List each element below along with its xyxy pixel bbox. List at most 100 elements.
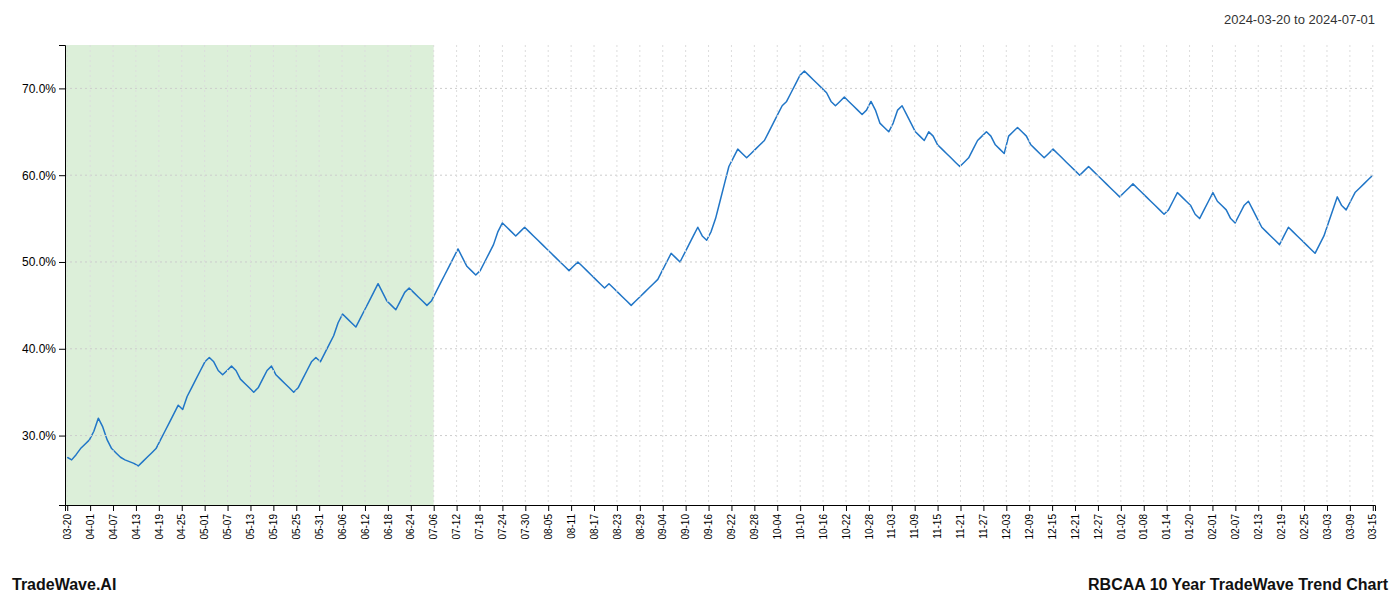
x-grid-line <box>479 45 480 505</box>
chart: 03-2004-0104-0704-1304-1904-2505-0105-07… <box>0 0 1400 600</box>
x-tick: 04-19 <box>154 505 165 540</box>
x-tick-label: 07-12 <box>451 514 462 540</box>
x-tick: 05-13 <box>245 505 256 540</box>
x-grid-line <box>571 45 572 505</box>
x-tick-label: 12-21 <box>1070 514 1081 540</box>
x-tick-mark <box>1075 505 1076 511</box>
x-tick: 05-25 <box>291 505 302 540</box>
x-tick-label: 04-25 <box>176 514 187 540</box>
x-tick-mark <box>319 505 320 511</box>
x-grid-line <box>1349 45 1350 505</box>
x-tick-label: 09-28 <box>749 514 760 540</box>
x-tick-label: 01-02 <box>1116 514 1127 540</box>
x-grid-line <box>731 45 732 505</box>
x-tick: 09-22 <box>726 505 737 540</box>
x-tick-label: 06-24 <box>405 514 416 540</box>
x-grid-line <box>983 45 984 505</box>
x-tick: 03-20 <box>62 505 73 540</box>
x-tick-mark <box>663 505 664 511</box>
x-tick: 09-10 <box>680 505 691 540</box>
x-tick-mark <box>273 505 274 511</box>
x-tick: 10-16 <box>818 505 829 540</box>
x-tick: 12-03 <box>1001 505 1012 540</box>
x-tick-mark <box>250 505 251 511</box>
x-tick-mark <box>1350 505 1351 511</box>
x-tick-label: 01-08 <box>1138 514 1149 540</box>
x-tick-mark <box>823 505 824 511</box>
x-tick-mark <box>159 505 160 511</box>
x-grid-line <box>1006 45 1007 505</box>
x-tick: 10-28 <box>864 505 875 540</box>
x-grid-line <box>800 45 801 505</box>
x-tick-label: 02-19 <box>1276 514 1287 540</box>
x-tick: 12-21 <box>1070 505 1081 540</box>
x-tick: 09-28 <box>749 505 760 540</box>
x-tick-label: 05-25 <box>291 514 302 540</box>
x-grid-line <box>960 45 961 505</box>
x-grid-line <box>227 45 228 505</box>
x-tick: 12-09 <box>1024 505 1035 540</box>
x-grid-line <box>662 45 663 505</box>
x-tick-label: 08-23 <box>612 514 623 540</box>
x-tick: 07-06 <box>428 505 439 540</box>
x-tick-label: 07-24 <box>497 514 508 540</box>
x-tick-label: 05-13 <box>245 514 256 540</box>
x-tick: 08-17 <box>589 505 600 540</box>
x-tick-mark <box>388 505 389 511</box>
x-grid-line <box>1166 45 1167 505</box>
x-tick-mark <box>777 505 778 511</box>
title: RBCAA 10 Year TradeWave Trend Chart <box>1088 576 1389 593</box>
x-tick-mark <box>892 505 893 511</box>
y-tick-label: 30.0% <box>22 429 56 443</box>
x-grid-line <box>410 45 411 505</box>
x-tick: 05-01 <box>199 505 210 540</box>
x-tick-mark <box>1052 505 1053 511</box>
x-tick: 07-24 <box>497 505 508 540</box>
x-tick: 05-07 <box>222 505 233 540</box>
x-tick-label: 03-15 <box>1367 514 1378 540</box>
x-tick: 07-12 <box>451 505 462 540</box>
x-tick-label: 10-10 <box>795 514 806 540</box>
x-grid-line <box>914 45 915 505</box>
x-tick-mark <box>67 505 68 511</box>
x-grid-line <box>502 45 503 505</box>
x-tick: 06-12 <box>360 505 371 540</box>
x-tick-label: 09-22 <box>726 514 737 540</box>
x-tick-label: 04-13 <box>131 514 142 540</box>
x-tick-label: 02-01 <box>1207 514 1218 540</box>
x-tick-label: 03-03 <box>1322 514 1333 540</box>
x-tick-label: 11-27 <box>978 514 989 539</box>
x-tick-mark <box>1373 505 1374 511</box>
x-tick: 02-19 <box>1276 505 1287 540</box>
x-tick-label: 11-21 <box>955 514 966 539</box>
x-tick-mark <box>617 505 618 511</box>
x-tick-label: 06-12 <box>360 514 371 540</box>
x-tick: 06-18 <box>383 505 394 540</box>
x-tick: 02-25 <box>1299 505 1310 540</box>
x-grid-line <box>525 45 526 505</box>
x-tick: 06-24 <box>405 505 416 540</box>
x-grid-line <box>158 45 159 505</box>
x-tick-label: 05-01 <box>199 514 210 540</box>
x-tick-mark <box>1006 505 1007 511</box>
x-grid-line <box>616 45 617 505</box>
x-tick-label: 08-11 <box>566 514 577 539</box>
x-tick-mark <box>869 505 870 511</box>
x-tick-mark <box>182 505 183 511</box>
x-tick-label: 07-30 <box>520 514 531 540</box>
x-tick: 07-18 <box>474 505 485 540</box>
x-tick-mark <box>548 505 549 511</box>
y-tick-mark <box>59 349 65 350</box>
y-tick: 50.0% <box>22 255 65 269</box>
x-tick: 08-05 <box>543 505 554 540</box>
x-grid-line <box>868 45 869 505</box>
x-tick-label: 12-03 <box>1001 514 1012 540</box>
x-tick-label: 10-04 <box>772 514 783 540</box>
x-tick: 12-15 <box>1047 505 1058 540</box>
x-tick-mark <box>434 505 435 511</box>
y-tick: 40.0% <box>22 342 65 356</box>
x-grid-line <box>1326 45 1327 505</box>
x-axis: 03-2004-0104-0704-1304-1904-2505-0105-07… <box>62 505 1379 540</box>
x-tick-mark <box>411 505 412 511</box>
x-tick: 01-08 <box>1138 505 1149 540</box>
